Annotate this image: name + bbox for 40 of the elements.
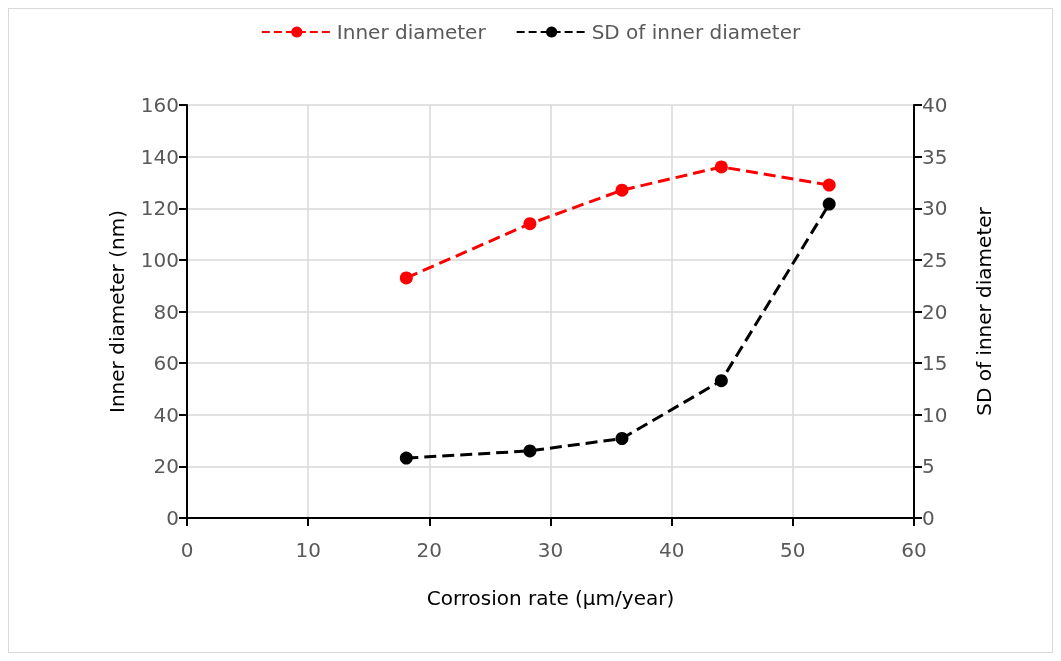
point: [399, 271, 413, 285]
point: [714, 160, 728, 174]
y2-tick-label: 25: [922, 247, 948, 272]
point: [523, 217, 537, 231]
y2-tick-label: 35: [922, 144, 948, 169]
legend-label: Inner diameter: [336, 20, 487, 44]
y2-tick-label: 40: [922, 93, 948, 117]
y-tick-label: 20: [153, 454, 179, 479]
y2-tick-label: 0: [922, 506, 935, 530]
y2-tick-label: 5: [922, 454, 935, 479]
y-tick-label: 0: [166, 506, 179, 530]
y-tick-label: 60: [153, 351, 179, 376]
y-tick-label: 120: [140, 196, 179, 221]
x-tick-label: 60: [901, 538, 927, 562]
y2-tick-label: 15: [922, 351, 948, 376]
y-tick-label: 140: [140, 144, 179, 169]
x-tick-label: 30: [537, 538, 564, 562]
point: [714, 374, 728, 388]
y-tick-label: 100: [140, 247, 179, 272]
point: [822, 178, 836, 192]
y2-tick-label: 20: [922, 299, 948, 324]
y-tick-label: 160: [140, 93, 179, 117]
x-tick-label: 40: [658, 538, 685, 562]
point: [822, 197, 836, 211]
point: [615, 183, 629, 197]
point: [399, 451, 413, 465]
x-tick-label: 10: [295, 538, 321, 562]
y2-tick-label: 10: [922, 402, 948, 427]
y2-tick-label: 30: [922, 196, 948, 221]
y-tick-label: 40: [153, 402, 179, 427]
x-tick-label: 50: [780, 538, 806, 562]
x-axis-title: Corrosion rate (µm/year): [426, 586, 675, 610]
x-tick-label: 0: [180, 538, 194, 562]
point: [523, 444, 537, 458]
x-tick-label: 20: [416, 538, 443, 562]
y-tick-label: 80: [153, 299, 179, 324]
point: [615, 432, 629, 445]
y2-axis-title: SD of inner diameter: [972, 206, 996, 416]
legend-label: SD of inner diameter: [591, 20, 801, 44]
y-axis-title: Inner diameter (nm): [105, 210, 129, 413]
